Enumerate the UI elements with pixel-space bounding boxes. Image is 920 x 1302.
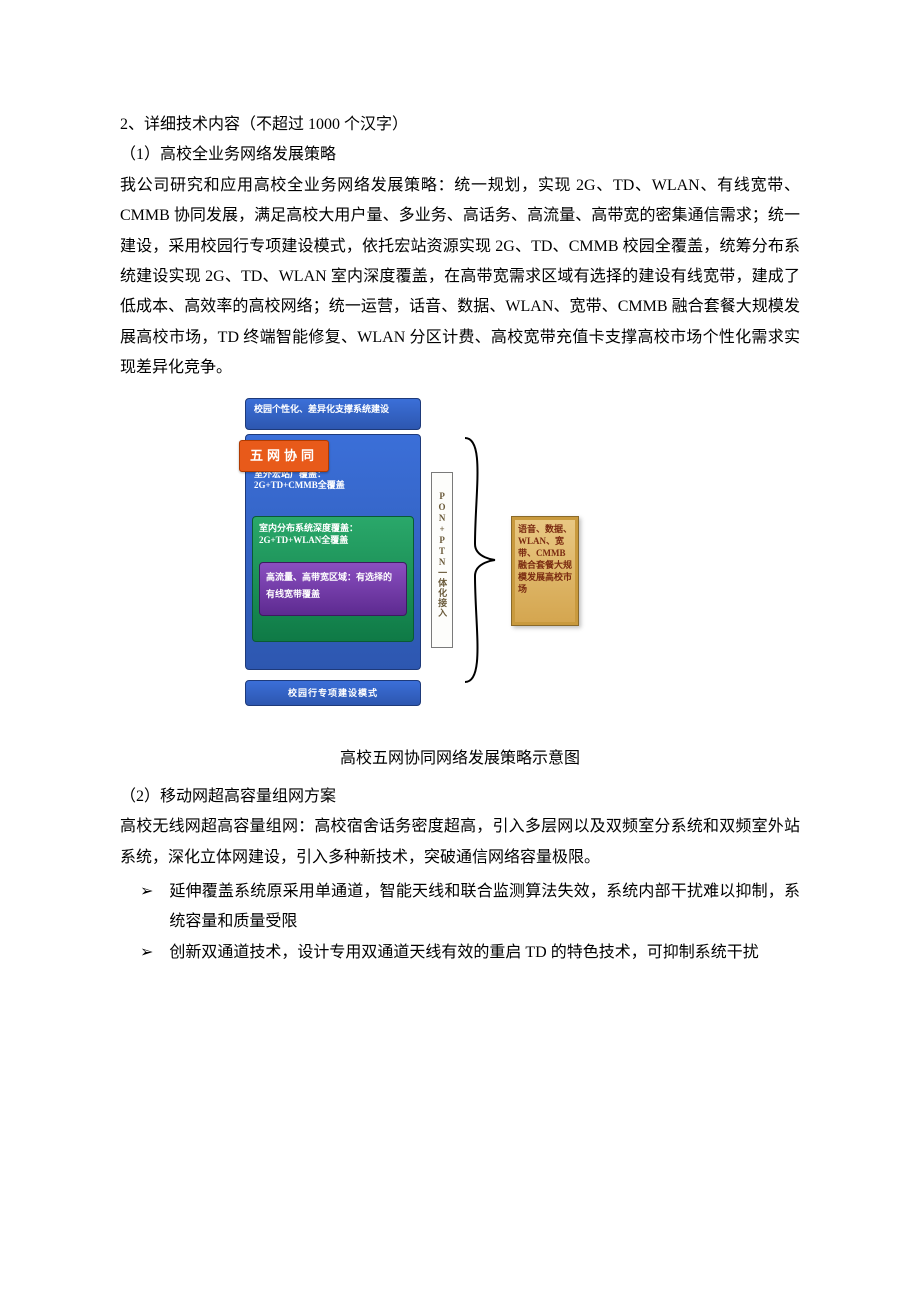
diagram-vertical-box: PON+PTN一体化接入 [431, 472, 453, 648]
diagram-ribbon: 五网协同 [239, 440, 329, 473]
diagram-indoor-label: 室内分布系统深度覆盖： 2G+TD+WLAN全覆盖 [259, 523, 407, 546]
diagram-top-box: 校园个性化、差异化支撑系统建设 [245, 398, 421, 430]
diagram-wired-box: 高流量、高带宽区域：有选择的有线宽带覆盖 [259, 562, 407, 616]
bullet-arrow-icon: ➢ [120, 938, 169, 968]
list-item: ➢ 创新双通道技术，设计专用双通道天线有效的重启 TD 的特色技术，可抑制系统干… [120, 938, 800, 968]
diagram-caption: 高校五网协同网络发展策略示意图 [120, 744, 800, 774]
diagram-vertical-text: PON+PTN一体化接入 [436, 491, 448, 618]
section-2-title: （2）移动网超高容量组网方案 [120, 782, 800, 812]
bullet-list: ➢ 延伸覆盖系统原采用单通道，智能天线和联合监测算法失效，系统内部干扰难以抑制，… [120, 877, 800, 968]
list-item: ➢ 延伸覆盖系统原采用单通道，智能天线和联合监测算法失效，系统内部干扰难以抑制，… [120, 877, 800, 938]
brace-icon [459, 434, 499, 686]
bullet-text: 创新双通道技术，设计专用双通道天线有效的重启 TD 的特色技术，可抑制系统干扰 [169, 938, 800, 968]
bullet-arrow-icon: ➢ [120, 877, 169, 907]
section-1-title: （1）高校全业务网络发展策略 [120, 140, 800, 170]
diagram-indoor-box: 室内分布系统深度覆盖： 2G+TD+WLAN全覆盖 高流量、高带宽区域：有选择的… [252, 516, 414, 642]
diagram-bottom-box: 校园行专项建设模式 [245, 680, 421, 706]
diagram-left-stack: 校园个性化、差异化支撑系统建设 [245, 398, 421, 430]
diagram-result-box: 语音、数据、WLAN、宽带、CMMB融合套餐大规模发展高校市场 [511, 516, 579, 626]
section-2-body: 高校无线网超高容量组网：高校宿舍话务密度超高，引入多层网以及双频室分系统和双频室… [120, 812, 800, 873]
document-page: 2、详细技术内容（不超过 1000 个汉字） （1）高校全业务网络发展策略 我公… [0, 0, 920, 1028]
heading-2: 2、详细技术内容（不超过 1000 个汉字） [120, 110, 800, 140]
bullet-text: 延伸覆盖系统原采用单通道，智能天线和联合监测算法失效，系统内部干扰难以抑制，系统… [169, 877, 800, 938]
five-net-diagram: 校园个性化、差异化支撑系统建设 五网协同 室外宏站广覆盖： 2G+TD+CMMB… [245, 398, 675, 728]
section-1-body: 我公司研究和应用高校全业务网络发展策略：统一规划，实现 2G、TD、WLAN、有… [120, 171, 800, 384]
diagram-wired-label: 高流量、高带宽区域：有选择的有线宽带覆盖 [266, 569, 400, 603]
diagram-macro-label: 室外宏站广覆盖： 2G+TD+CMMB全覆盖 [252, 469, 414, 492]
diagram-container: 校园个性化、差异化支撑系统建设 五网协同 室外宏站广覆盖： 2G+TD+CMMB… [120, 398, 800, 728]
